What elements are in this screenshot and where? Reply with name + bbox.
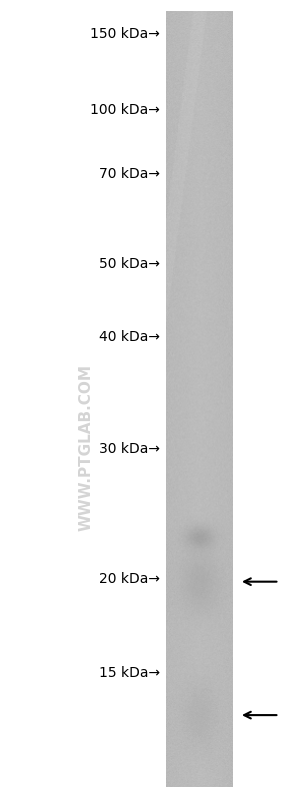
Text: WWW.PTGLAB.COM: WWW.PTGLAB.COM — [79, 364, 94, 531]
Text: 150 kDa→: 150 kDa→ — [90, 26, 160, 41]
Text: 30 kDa→: 30 kDa→ — [99, 442, 160, 456]
Text: 20 kDa→: 20 kDa→ — [99, 572, 160, 586]
Text: 70 kDa→: 70 kDa→ — [99, 167, 160, 181]
Text: 15 kDa→: 15 kDa→ — [99, 666, 160, 680]
Text: 50 kDa→: 50 kDa→ — [99, 256, 160, 271]
Text: 100 kDa→: 100 kDa→ — [90, 103, 160, 117]
Text: 40 kDa→: 40 kDa→ — [99, 330, 160, 344]
